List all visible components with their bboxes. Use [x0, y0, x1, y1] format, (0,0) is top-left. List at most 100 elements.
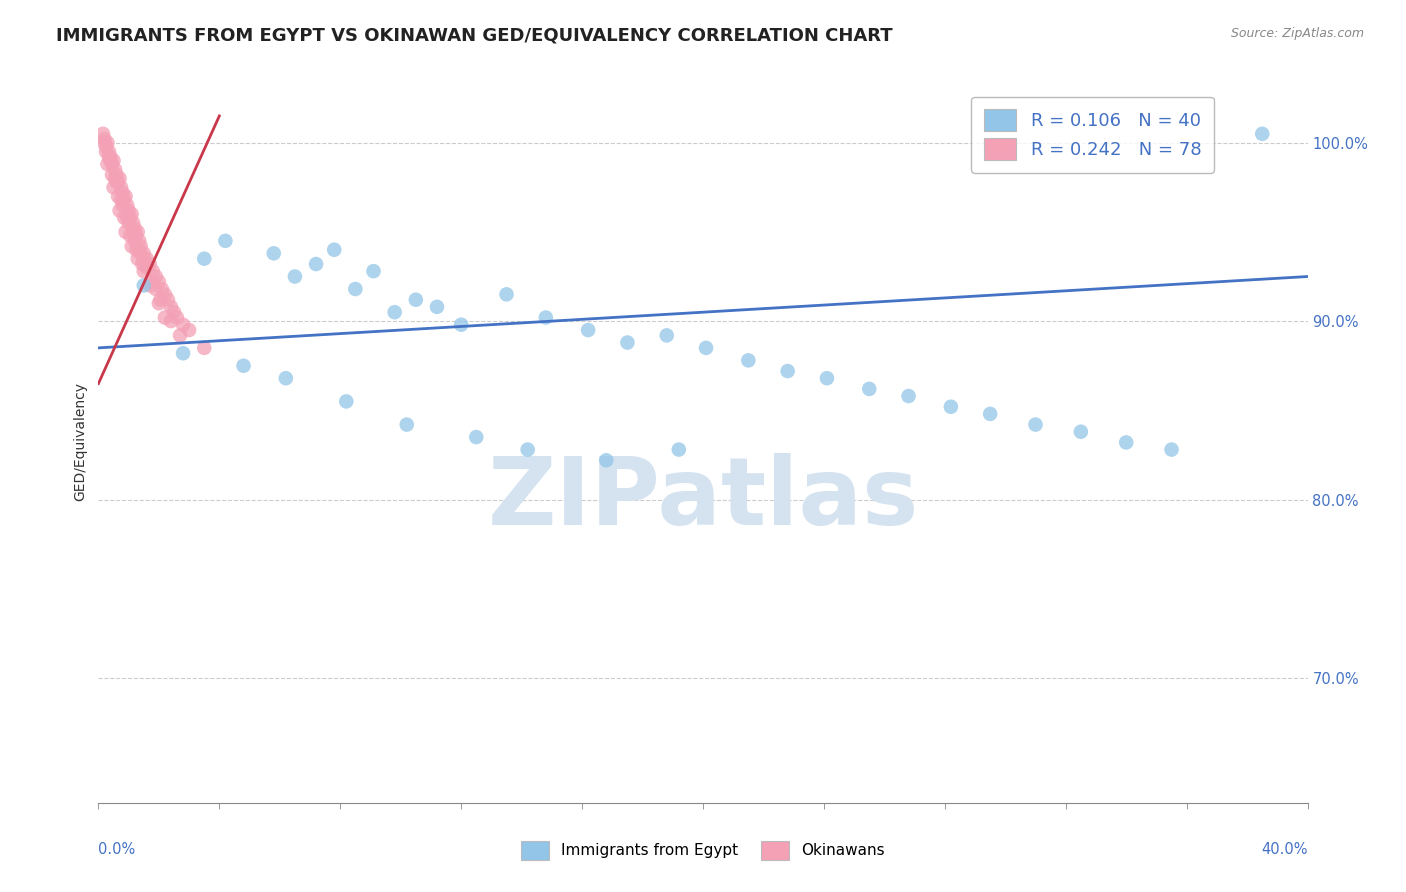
Point [112, 193, 135, 207]
Point [93, 136, 115, 150]
Point [193, 252, 215, 266]
Point [426, 300, 449, 314]
Point [98, 145, 121, 159]
Point [118, 203, 141, 218]
Point [120, 211, 142, 225]
Point [305, 257, 328, 271]
Point [160, 300, 183, 314]
Point [98, 150, 121, 164]
Text: ZIPatlas: ZIPatlas [488, 453, 918, 545]
Point [108, 171, 131, 186]
Text: 0.0%: 0.0% [98, 842, 135, 856]
Point [128, 234, 150, 248]
Point [179, 323, 201, 337]
Point [172, 346, 194, 360]
Point [145, 269, 167, 284]
Point [534, 310, 557, 325]
Point [125, 243, 148, 257]
Point [124, 221, 146, 235]
Point [93, 132, 115, 146]
Point [153, 287, 176, 301]
Point [344, 282, 367, 296]
Point [127, 225, 149, 239]
Text: 40.0%: 40.0% [1261, 842, 1308, 856]
Point [384, 305, 406, 319]
Point [132, 278, 155, 293]
Point [163, 305, 186, 319]
Point [103, 153, 125, 168]
Point [148, 296, 170, 310]
Point [134, 257, 156, 271]
Point [127, 252, 149, 266]
Point [121, 239, 143, 253]
Point [897, 389, 920, 403]
Point [655, 328, 678, 343]
Text: Source: ZipAtlas.com: Source: ZipAtlas.com [1230, 27, 1364, 40]
Point [363, 264, 385, 278]
Point [125, 228, 148, 243]
Point [815, 371, 838, 385]
Point [214, 234, 236, 248]
Legend: Immigrants from Egypt, Okinawans: Immigrants from Egypt, Okinawans [513, 833, 893, 867]
Point [104, 171, 127, 186]
Point [232, 359, 254, 373]
Point [122, 225, 145, 239]
Point [100, 150, 122, 164]
Point [616, 335, 638, 350]
Point [1251, 127, 1274, 141]
Point [110, 193, 132, 207]
Point [111, 198, 134, 212]
Text: IMMIGRANTS FROM EGYPT VS OKINAWAN GED/EQUIVALENCY CORRELATION CHART: IMMIGRANTS FROM EGYPT VS OKINAWAN GED/EQ… [56, 27, 893, 45]
Point [450, 318, 472, 332]
Point [101, 168, 124, 182]
Point [516, 442, 538, 457]
Point [150, 282, 173, 296]
Point [105, 168, 128, 182]
Point [139, 278, 162, 293]
Point [576, 323, 599, 337]
Point [108, 203, 131, 218]
Y-axis label: GED/Equivalency: GED/Equivalency [73, 382, 87, 501]
Point [105, 175, 128, 189]
Point [132, 264, 155, 278]
Point [145, 282, 167, 296]
Point [135, 252, 157, 266]
Point [1115, 435, 1137, 450]
Point [135, 260, 157, 275]
Point [94, 145, 117, 159]
Point [858, 382, 880, 396]
Point [156, 293, 179, 307]
Point [939, 400, 962, 414]
Point [695, 341, 717, 355]
Point [979, 407, 1001, 421]
Point [104, 162, 127, 177]
Point [120, 228, 142, 243]
Point [172, 318, 194, 332]
Point [96, 136, 118, 150]
Point [149, 293, 172, 307]
Point [122, 216, 145, 230]
Point [1160, 442, 1182, 457]
Point [263, 246, 285, 260]
Point [114, 225, 136, 239]
Point [323, 243, 346, 257]
Point [114, 189, 136, 203]
Point [94, 139, 117, 153]
Point [112, 211, 135, 225]
Point [91, 127, 114, 141]
Point [169, 328, 191, 343]
Point [668, 442, 690, 457]
Point [124, 234, 146, 248]
Point [132, 246, 155, 260]
Point [737, 353, 759, 368]
Point [115, 211, 138, 225]
Point [405, 293, 427, 307]
Point [1070, 425, 1092, 439]
Point [101, 157, 124, 171]
Point [139, 257, 162, 271]
Point [142, 264, 165, 278]
Point [776, 364, 799, 378]
Point [595, 453, 617, 467]
Point [335, 394, 357, 409]
Point [129, 246, 152, 260]
